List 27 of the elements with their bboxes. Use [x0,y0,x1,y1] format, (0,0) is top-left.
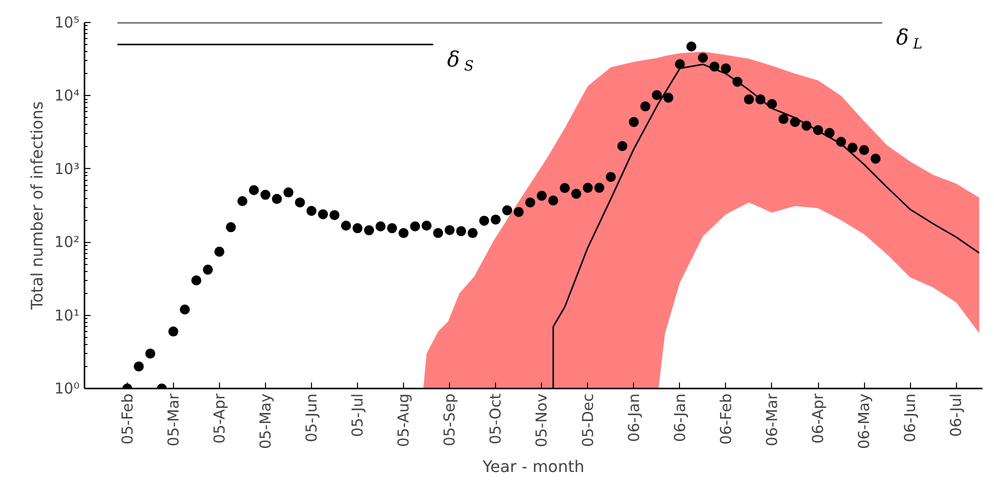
y-tick-label: 10⁰ [54,380,80,398]
x-tick-label: 06-Feb [716,393,735,445]
x-tick-label: 06-Jul [947,393,966,437]
x-tick-label: 05-Nov [532,393,551,448]
x-tick-label: 06-May [855,393,874,450]
x-tick-label: 05-Apr [210,392,228,444]
y-tick-label: 10⁵ [54,14,80,32]
x-tick-label: 05-Mar [164,392,182,446]
y-tick-label: 10⁴ [54,86,80,105]
y-tick-label: 10³ [54,160,80,178]
x-tick-label: 05-Jul [348,393,367,437]
x-tick-label: 06-Apr [809,392,828,444]
x-tick-label: 05-May [256,393,274,450]
y-axis-title: Total number of infections [27,101,46,311]
x-tick-label: 05-Oct [486,393,505,444]
x-tick-label: 05-Aug [394,393,413,447]
x-tick-label: 05-Sep [440,393,459,446]
x-tick-label: 06-Jan [624,393,643,442]
x-axis-title: Year - month [482,457,584,476]
x-tick-label: 06-Jun [901,393,920,442]
x-tick-label: 05-Dec [578,393,597,448]
y-tick-label: 10¹ [54,306,80,324]
x-tick-label: 05-Jun [302,393,320,442]
y-tick-label: 10² [54,233,80,252]
x-tick-label: 05-Feb [118,393,136,445]
x-tick-label: 06-Jan [670,393,689,442]
x-tick-label: 06-Mar [762,392,781,446]
